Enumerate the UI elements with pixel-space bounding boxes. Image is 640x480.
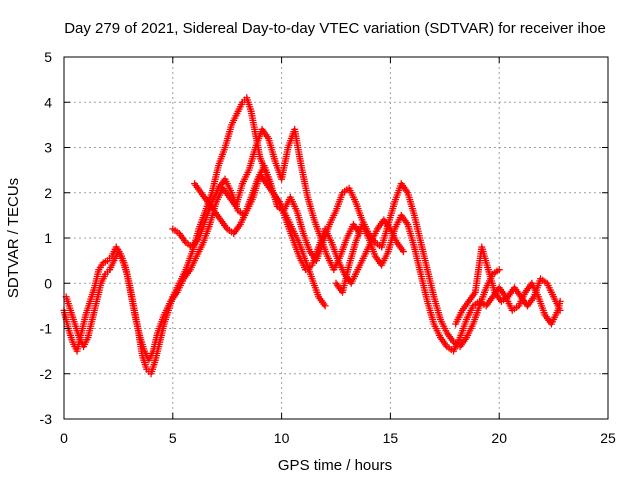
data-point-marker bbox=[399, 248, 407, 256]
y-tick-label: -3 bbox=[40, 411, 53, 427]
y-tick-label: 4 bbox=[44, 94, 52, 110]
data-point-marker bbox=[321, 302, 329, 310]
series-track-6 bbox=[191, 171, 407, 287]
y-axis-label: SDTVAR / TECUs bbox=[5, 178, 22, 298]
y-tick-label: 0 bbox=[44, 275, 52, 291]
x-tick-label: 20 bbox=[491, 430, 507, 446]
x-tick-label: 15 bbox=[383, 430, 399, 446]
axis-ticks bbox=[63, 56, 609, 420]
x-tick-label: 25 bbox=[600, 430, 616, 446]
y-tick-label: 2 bbox=[44, 185, 52, 201]
tick-labels: 0 5 10 15 20 25 -3 -2 -1 0 1 2 3 4 5 bbox=[40, 49, 616, 446]
grid-lines bbox=[64, 57, 608, 419]
x-tick-label: 5 bbox=[169, 430, 177, 446]
y-tick-label: 5 bbox=[44, 49, 52, 65]
y-tick-label: 3 bbox=[44, 140, 52, 156]
y-tick-label: -1 bbox=[40, 321, 53, 337]
x-axis-label: GPS time / hours bbox=[278, 457, 392, 474]
data-point-marker bbox=[556, 306, 564, 314]
series-track-5 bbox=[452, 243, 564, 328]
data-points bbox=[60, 94, 564, 378]
data-point-marker bbox=[495, 266, 503, 274]
y-tick-label: 1 bbox=[44, 230, 52, 246]
chart-title: Day 279 of 2021, Sidereal Day-to-day VTE… bbox=[64, 20, 606, 37]
x-tick-label: 0 bbox=[60, 430, 68, 446]
y-tick-label: -2 bbox=[40, 366, 53, 382]
x-tick-label: 10 bbox=[274, 430, 290, 446]
